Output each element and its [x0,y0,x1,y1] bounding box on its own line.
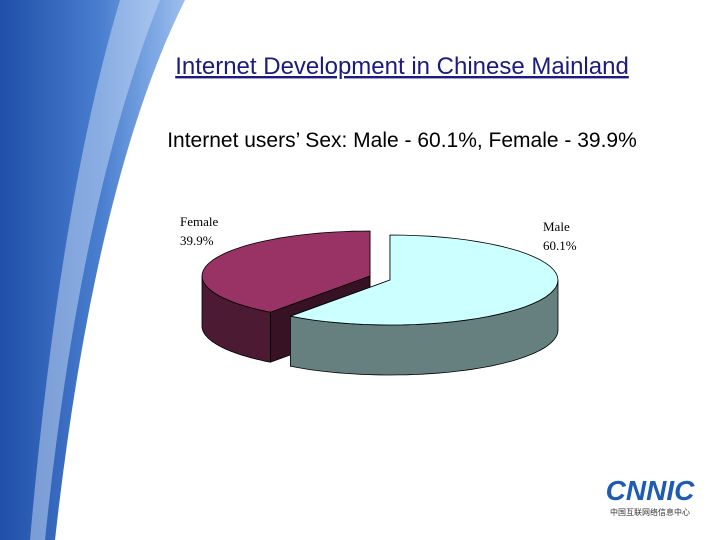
category-label: Female [180,214,218,229]
slice-top [288,234,559,326]
value-label: 60.1% [543,238,577,253]
subtitle: Internet users’ Sex: Male - 60.1%, Femal… [167,129,637,152]
logo-text: CNNIC [606,475,695,506]
pie-chart: Male 60.1% Female 39.9% [180,214,577,376]
slice-top [201,230,371,313]
side-stripe [30,0,160,540]
title: Internet Development in Chinese Mainland [175,53,629,80]
logo-subtext: 中国互联网络信息中心 [610,507,690,517]
value-label: 39.9% [180,233,214,248]
category-label: Male [543,219,570,234]
